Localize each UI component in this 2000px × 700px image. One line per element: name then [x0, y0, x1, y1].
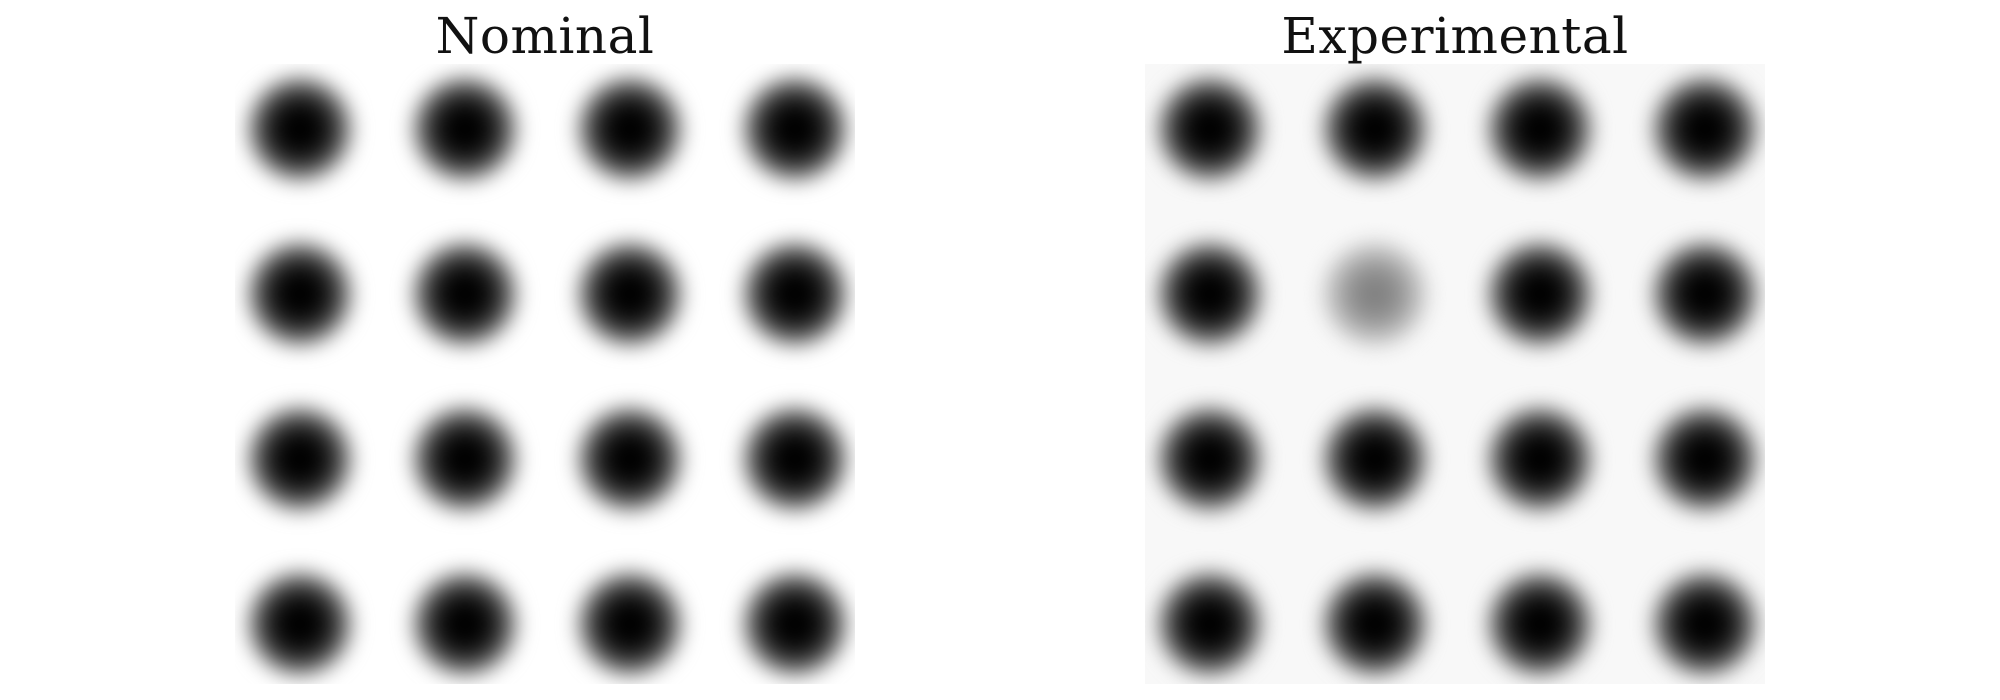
spot-r4-c4 — [1653, 572, 1757, 676]
spot-r1-c3 — [578, 77, 682, 181]
spot-r3-c3 — [578, 407, 682, 511]
spot-r4-c3 — [1488, 572, 1592, 676]
background-haze — [1145, 64, 1765, 684]
experimental-title: Experimental — [1281, 7, 1629, 65]
spot-r2-c1 — [1158, 242, 1262, 346]
spot-r3-c3 — [1488, 407, 1592, 511]
spot-r1-c3 — [1488, 77, 1592, 181]
experimental-panel: Experimental — [1145, 0, 1765, 700]
nominal-spot-grid — [235, 64, 855, 684]
spot-r1-c2 — [1323, 77, 1427, 181]
nominal-title: Nominal — [435, 7, 655, 65]
spot-r1-c1 — [248, 77, 352, 181]
spot-r3-c1 — [248, 407, 352, 511]
spot-r3-c4 — [1653, 407, 1757, 511]
spot-r4-c4 — [743, 572, 847, 676]
spot-r3-c1 — [1158, 407, 1262, 511]
spot-r3-c2 — [1323, 407, 1427, 511]
spot-r4-c3 — [578, 572, 682, 676]
spot-r2-c2 — [1323, 242, 1427, 346]
spot-r1-c1 — [1158, 77, 1262, 181]
spot-r3-c2 — [413, 407, 517, 511]
spot-r4-c1 — [1158, 572, 1262, 676]
spot-r2-c4 — [743, 242, 847, 346]
spot-r1-c4 — [743, 77, 847, 181]
spot-r2-c1 — [248, 242, 352, 346]
spot-r2-c2 — [413, 242, 517, 346]
spot-r3-c4 — [743, 407, 847, 511]
nominal-panel: Nominal — [235, 0, 855, 700]
spot-r4-c2 — [413, 572, 517, 676]
spot-r2-c3 — [1488, 242, 1592, 346]
spot-r1-c4 — [1653, 77, 1757, 181]
spot-r4-c1 — [248, 572, 352, 676]
spot-r4-c2 — [1323, 572, 1427, 676]
spot-r2-c4 — [1653, 242, 1757, 346]
experimental-spot-grid — [1145, 64, 1765, 684]
spot-r2-c3 — [578, 242, 682, 346]
spot-r1-c2 — [413, 77, 517, 181]
